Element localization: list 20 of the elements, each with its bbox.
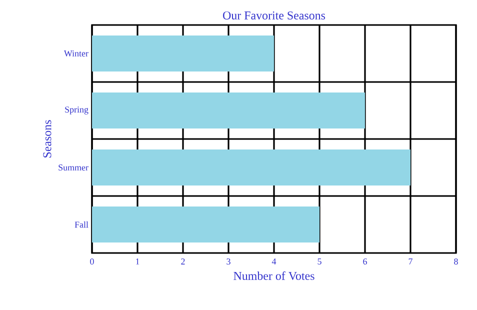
x-tick-label: 6 bbox=[363, 258, 367, 265]
x-tick-label: 3 bbox=[226, 258, 230, 265]
y-axis-title: Seasons bbox=[43, 120, 52, 158]
x-tick-label: 7 bbox=[408, 258, 412, 264]
bar bbox=[92, 92, 365, 129]
bar bbox=[92, 36, 274, 72]
x-tick-label: 0 bbox=[90, 258, 94, 265]
x-tick-label: 5 bbox=[318, 258, 322, 264]
y-tick-label: Winter bbox=[64, 50, 88, 57]
y-tick-label: Spring bbox=[65, 106, 88, 114]
x-tick-label: 2 bbox=[181, 258, 185, 264]
x-tick-label: 1 bbox=[136, 258, 140, 264]
y-tick-label: Summer bbox=[58, 164, 88, 171]
x-axis-title: Number of Votes bbox=[234, 271, 314, 280]
bar bbox=[92, 206, 320, 243]
y-tick-label: Fall bbox=[74, 221, 88, 228]
x-tick-label: 8 bbox=[454, 258, 458, 265]
bar bbox=[92, 150, 410, 186]
chart-title: Our Favorite Seasons bbox=[223, 11, 326, 20]
x-tick-label: 4 bbox=[272, 258, 276, 264]
